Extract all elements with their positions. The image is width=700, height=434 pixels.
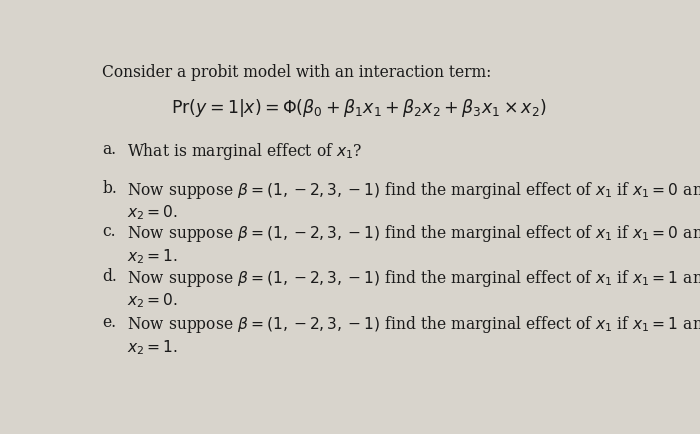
Text: b.: b.	[102, 180, 117, 197]
Text: a.: a.	[102, 141, 116, 158]
Text: c.: c.	[102, 223, 116, 240]
Text: Now suppose $\beta = (1, -2, 3, -1)$ find the marginal effect of $x_1$ if $x_1 =: Now suppose $\beta = (1, -2, 3, -1)$ fin…	[127, 314, 700, 335]
Text: What is marginal effect of $x_1$?: What is marginal effect of $x_1$?	[127, 141, 362, 161]
Text: Now suppose $\beta = (1, -2, 3, -1)$ find the marginal effect of $x_1$ if $x_1 =: Now suppose $\beta = (1, -2, 3, -1)$ fin…	[127, 223, 700, 244]
Text: e.: e.	[102, 314, 116, 332]
Text: $x_2 = 0.$: $x_2 = 0.$	[127, 292, 178, 310]
Text: $x_2 = 1.$: $x_2 = 1.$	[127, 247, 178, 266]
Text: Now suppose $\beta = (1, -2, 3, -1)$ find the marginal effect of $x_1$ if $x_1 =: Now suppose $\beta = (1, -2, 3, -1)$ fin…	[127, 180, 700, 201]
Text: $x_2 = 0.$: $x_2 = 0.$	[127, 204, 178, 223]
Text: Consider a probit model with an interaction term:: Consider a probit model with an interact…	[102, 64, 491, 81]
Text: d.: d.	[102, 268, 117, 285]
Text: $x_2 = 1.$: $x_2 = 1.$	[127, 339, 178, 357]
Text: $\mathrm{Pr}(y = 1|x) = \Phi(\beta_0 + \beta_1 x_1 + \beta_2 x_2 + \beta_3 x_1 \: $\mathrm{Pr}(y = 1|x) = \Phi(\beta_0 + \…	[171, 97, 547, 119]
Text: Now suppose $\beta = (1, -2, 3, -1)$ find the marginal effect of $x_1$ if $x_1 =: Now suppose $\beta = (1, -2, 3, -1)$ fin…	[127, 268, 700, 289]
